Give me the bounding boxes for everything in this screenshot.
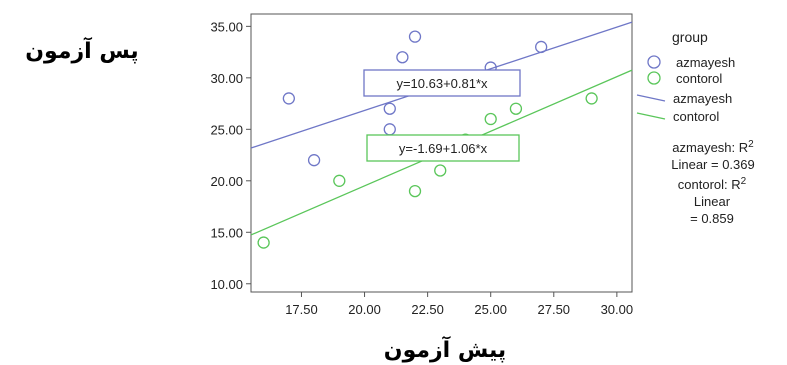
equation-label-contorol: y=-1.69+1.06*x: [399, 141, 488, 156]
r2-note-azmayesh: azmayesh: R2: [672, 139, 754, 155]
y-tick-label: 25.00: [210, 122, 243, 137]
legend-label: contorol: [676, 71, 722, 86]
point-contorol: [585, 92, 598, 105]
point-azmayesh: [307, 154, 321, 167]
legend-label: azmayesh: [676, 55, 735, 70]
y-axis-label: پس آزمون: [25, 36, 138, 64]
legend-marker-contorol: [647, 71, 661, 85]
r2-note-azmayesh: Linear = 0.369: [671, 157, 754, 172]
x-tick-label: 17.50: [285, 302, 318, 317]
point-contorol: [484, 112, 497, 126]
point-contorol: [333, 174, 346, 187]
point-contorol: [408, 184, 422, 198]
legend-line-azmayesh: [636, 94, 666, 102]
legend-marker-azmayesh: [647, 55, 661, 69]
legend-label: contorol: [673, 109, 719, 124]
x-tick-label: 25.00: [474, 302, 507, 317]
y-tick-label: 20.00: [210, 174, 243, 189]
point-azmayesh: [383, 102, 396, 115]
x-tick-label: 22.50: [411, 302, 444, 317]
point-contorol: [434, 164, 447, 177]
y-tick-label: 15.00: [210, 225, 243, 240]
legend-title: group: [672, 29, 708, 45]
x-axis-label: پیش آزمون: [384, 335, 506, 363]
point-azmayesh: [396, 51, 409, 64]
point-azmayesh: [282, 92, 295, 105]
y-tick-label: 30.00: [210, 71, 243, 86]
point-azmayesh: [535, 40, 548, 54]
r2-note-contorol: contorol: R2: [678, 176, 747, 192]
equation-box-contorol: [366, 134, 520, 162]
x-tick-label: 20.00: [348, 302, 381, 317]
r2-note-contorol: Linear: [694, 194, 731, 209]
point-contorol: [257, 236, 270, 249]
x-tick-label: 30.00: [601, 302, 634, 317]
legend-line-contorol: [636, 112, 666, 120]
equation-label-azmayesh: y=10.63+0.81*x: [396, 76, 488, 91]
y-tick-label: 10.00: [210, 277, 243, 292]
point-azmayesh: [408, 30, 422, 43]
legend-label: azmayesh: [673, 91, 732, 106]
y-tick-label: 35.00: [210, 19, 243, 34]
point-contorol: [509, 102, 523, 115]
x-tick-label: 27.50: [538, 302, 571, 317]
r2-note-contorol: = 0.859: [690, 211, 734, 226]
equation-box-azmayesh: [363, 69, 521, 97]
